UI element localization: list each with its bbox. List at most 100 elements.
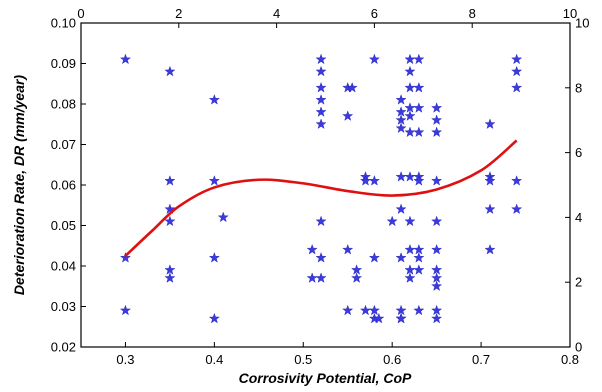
data-point-star <box>413 175 425 186</box>
data-points <box>119 53 523 324</box>
data-point-star <box>484 175 496 186</box>
data-point-star <box>431 264 443 275</box>
data-point-star <box>395 203 407 214</box>
data-point-star <box>208 175 220 186</box>
data-point-star <box>351 264 363 275</box>
data-point-star <box>359 175 372 186</box>
right-tick-label: 2 <box>575 275 582 290</box>
y-tick-label: 0.03 <box>51 299 76 314</box>
data-point-star <box>208 252 220 263</box>
data-point-star <box>395 106 407 117</box>
data-point-star <box>431 102 443 113</box>
x-tick-label: 0.7 <box>472 352 490 367</box>
data-point-star <box>511 65 523 77</box>
data-point-star <box>164 65 176 77</box>
fit-curve-layer <box>124 139 518 257</box>
data-point-star <box>404 171 416 182</box>
data-point-star <box>413 53 425 65</box>
x-tick-label: 0.8 <box>561 352 579 367</box>
data-point-star <box>342 243 354 255</box>
data-point-star <box>306 272 318 283</box>
data-point-star <box>315 252 327 263</box>
top-tick-label: 10 <box>563 6 577 21</box>
data-point-star <box>431 243 443 255</box>
x-axis-title: Corrosivity Potential, CoP <box>239 370 412 386</box>
data-point-star <box>164 175 176 186</box>
top-tick-label: 8 <box>469 6 476 21</box>
y-tick-label: 0.02 <box>51 340 76 355</box>
data-point-star <box>315 106 327 117</box>
data-point-star <box>431 215 443 227</box>
data-point-star <box>413 252 425 263</box>
data-point-star <box>119 53 131 65</box>
right-tick-label: 6 <box>575 145 582 160</box>
right-tick-label: 8 <box>575 80 582 95</box>
top-tick-label: 0 <box>77 6 84 21</box>
data-point-star <box>413 81 425 93</box>
data-point-star <box>368 53 380 65</box>
data-point-star <box>431 304 443 316</box>
fit-curve <box>124 139 518 257</box>
data-point-star <box>404 81 416 93</box>
data-point-star <box>431 280 443 291</box>
right-tick-label: 4 <box>575 210 582 225</box>
data-point-star <box>395 304 407 316</box>
y-tick-label: 0.06 <box>51 178 76 193</box>
data-point-star <box>404 272 416 283</box>
y-axis-title: Deterioration Rate, DR (mm/year) <box>11 75 27 296</box>
top-tick-label: 2 <box>175 6 182 21</box>
data-point-star <box>413 304 425 316</box>
data-point-star <box>431 312 443 324</box>
data-point-star <box>511 175 523 186</box>
data-point-star <box>359 304 372 316</box>
data-point-star <box>373 312 385 324</box>
data-point-star <box>351 272 363 283</box>
data-point-star <box>404 110 416 121</box>
data-point-star <box>484 243 496 255</box>
top-tick-label: 6 <box>371 6 378 21</box>
data-point-star <box>413 102 425 113</box>
data-point-star <box>342 304 354 316</box>
data-point-star <box>306 243 318 255</box>
data-point-star <box>404 53 416 65</box>
data-point-star <box>368 175 380 186</box>
data-point-star <box>386 215 398 227</box>
right-tick-label: 10 <box>575 16 589 31</box>
data-point-star <box>404 65 416 77</box>
axis-ticks: 0.3 0.4 0.5 0.6 0.7 0.8 0.02 0.03 0.04 0.05 0.06 0.… <box>51 6 590 367</box>
data-point-star <box>431 126 443 138</box>
y-tick-label: 0.07 <box>51 137 76 152</box>
data-point-star <box>164 215 176 227</box>
y-tick-label: 0.09 <box>51 56 76 71</box>
data-point-star <box>315 272 327 283</box>
x-tick-label: 0.5 <box>294 352 312 367</box>
data-point-star <box>511 203 523 214</box>
data-point-star <box>395 252 407 263</box>
data-point-star <box>413 126 425 138</box>
data-point-star <box>404 126 416 138</box>
y-tick-label: 0.04 <box>51 259 76 274</box>
data-point-star <box>395 94 407 105</box>
data-point-star <box>413 243 425 255</box>
data-point-star <box>208 312 220 324</box>
data-point-star <box>431 114 443 125</box>
data-point-star <box>119 252 131 263</box>
data-point-star <box>431 272 443 283</box>
y-tick-label: 0.05 <box>51 218 76 233</box>
data-point-star <box>164 272 176 283</box>
right-tick-label: 0 <box>575 340 582 355</box>
data-point-star <box>164 264 176 275</box>
data-point-star <box>315 81 327 93</box>
y-tick-label: 0.08 <box>51 97 76 112</box>
x-tick-label: 0.4 <box>205 352 223 367</box>
data-point-star <box>315 215 327 227</box>
data-point-star <box>395 312 407 324</box>
data-point-star <box>404 243 416 255</box>
data-point-star <box>368 304 380 316</box>
data-point-star <box>395 114 407 125</box>
data-point-star <box>119 304 131 316</box>
data-point-star <box>368 252 380 263</box>
data-point-star <box>413 264 425 275</box>
